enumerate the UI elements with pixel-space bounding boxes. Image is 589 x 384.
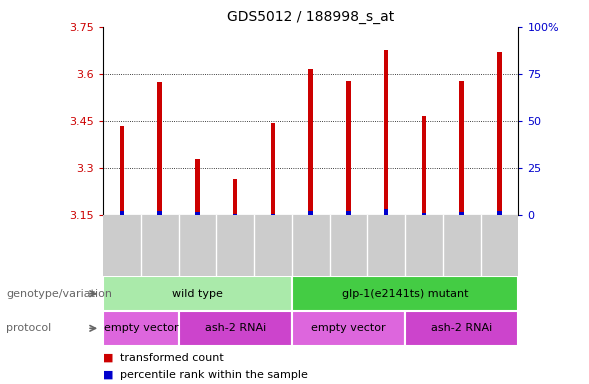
Bar <box>195 159 200 215</box>
Bar <box>497 211 502 215</box>
Bar <box>422 212 426 215</box>
Bar <box>459 81 464 215</box>
Text: empty vector: empty vector <box>311 323 386 333</box>
Bar <box>384 50 389 215</box>
Bar <box>271 122 275 215</box>
Bar <box>405 311 518 346</box>
Text: wild type: wild type <box>172 289 223 299</box>
Bar <box>233 214 237 215</box>
Bar <box>292 276 518 311</box>
Bar <box>309 211 313 215</box>
Text: protocol: protocol <box>6 323 51 333</box>
Bar <box>459 212 464 215</box>
Bar <box>103 276 292 311</box>
Bar <box>271 214 275 215</box>
Bar <box>120 126 124 215</box>
Bar <box>233 179 237 215</box>
Title: GDS5012 / 188998_s_at: GDS5012 / 188998_s_at <box>227 10 394 25</box>
Text: ash-2 RNAi: ash-2 RNAi <box>204 323 266 333</box>
Bar <box>103 311 178 346</box>
Text: genotype/variation: genotype/variation <box>6 289 112 299</box>
Bar <box>195 212 200 215</box>
Bar <box>120 211 124 215</box>
Text: percentile rank within the sample: percentile rank within the sample <box>120 370 307 380</box>
Text: ■: ■ <box>103 353 114 363</box>
Text: empty vector: empty vector <box>104 323 178 333</box>
Text: transformed count: transformed count <box>120 353 223 363</box>
Bar <box>178 311 292 346</box>
Bar <box>157 211 162 215</box>
Bar <box>346 211 350 215</box>
Bar <box>292 311 405 346</box>
Text: ash-2 RNAi: ash-2 RNAi <box>431 323 492 333</box>
Bar <box>384 209 389 215</box>
Text: glp-1(e2141ts) mutant: glp-1(e2141ts) mutant <box>342 289 468 299</box>
Bar <box>309 69 313 215</box>
Bar <box>157 82 162 215</box>
Bar <box>497 52 502 215</box>
Text: ■: ■ <box>103 370 114 380</box>
Bar <box>422 116 426 215</box>
Bar <box>346 81 350 215</box>
